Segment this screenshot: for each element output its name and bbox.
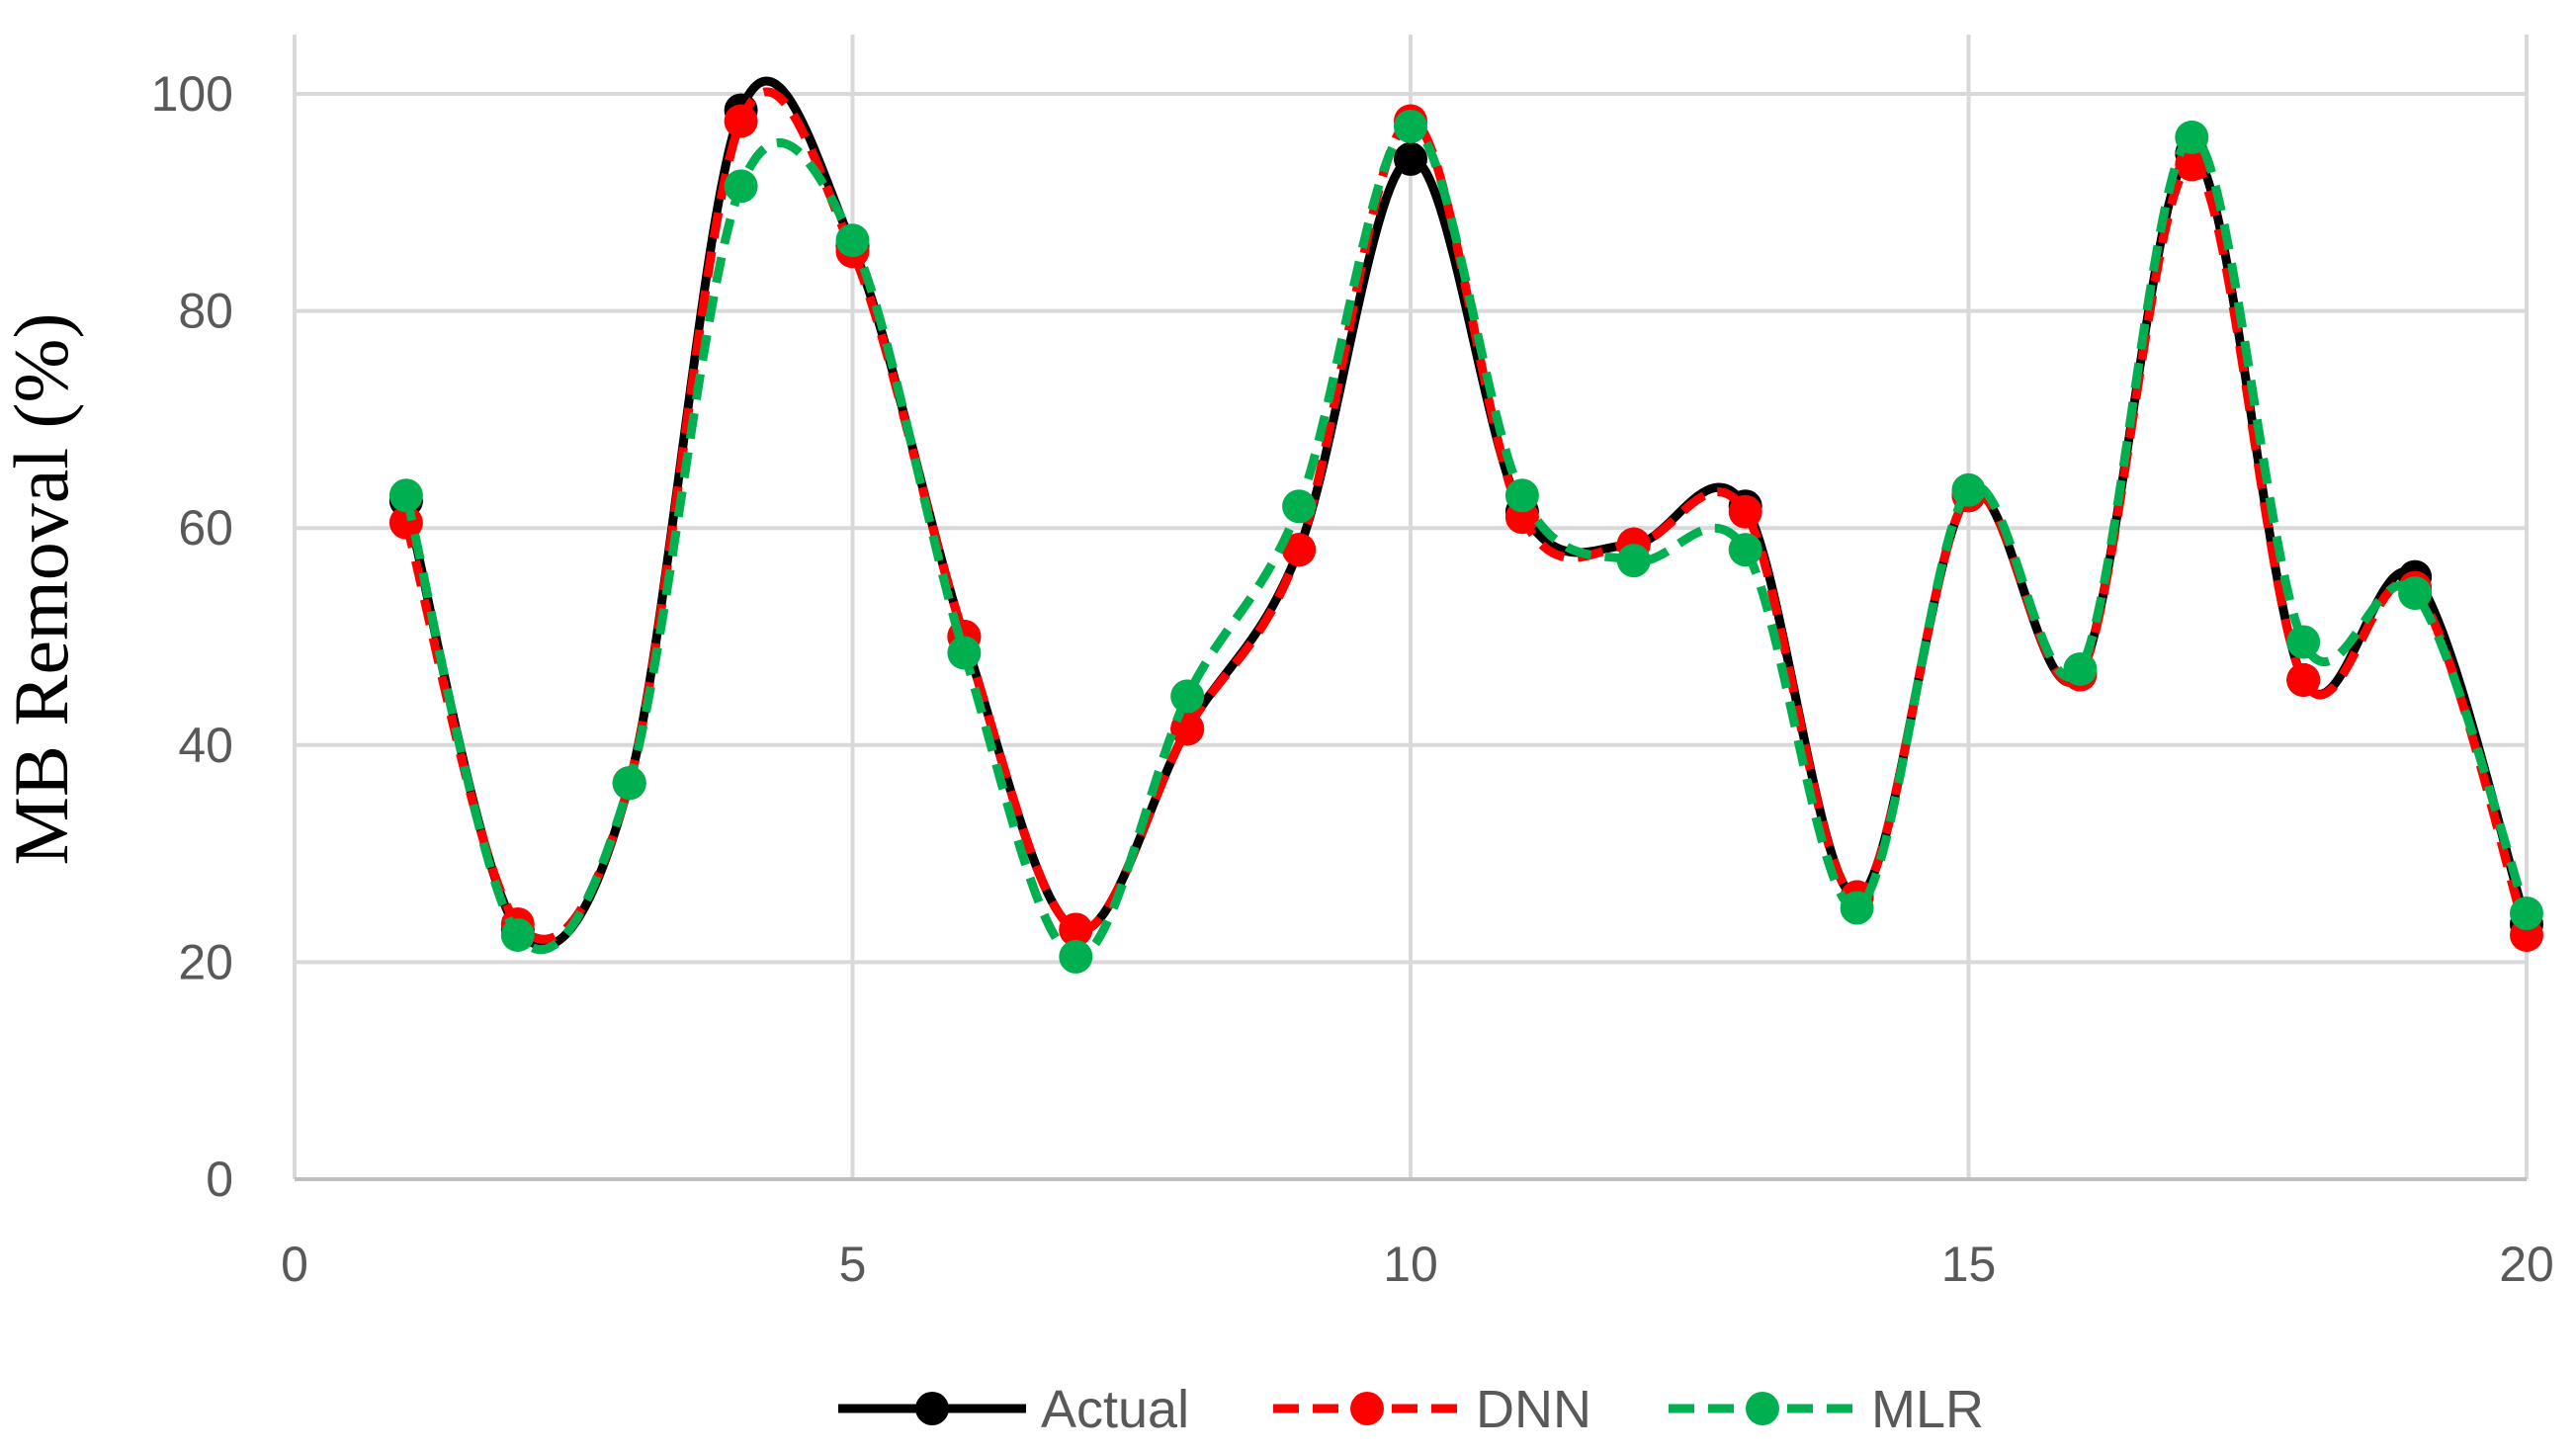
legend-label: Actual xyxy=(1041,1380,1189,1439)
y-tick-label: 100 xyxy=(151,66,233,122)
legend-marker xyxy=(1350,1392,1384,1425)
y-tick-label: 0 xyxy=(206,1152,233,1207)
series-layer xyxy=(388,76,2543,974)
data-point xyxy=(1170,679,1205,714)
x-tick-label: 0 xyxy=(281,1237,308,1292)
data-point xyxy=(2510,896,2543,930)
grid xyxy=(295,35,2529,1179)
data-point xyxy=(724,169,758,204)
series-line-dnn xyxy=(401,87,2532,944)
legend: Actual DNN MLR xyxy=(838,1380,1984,1439)
x-tick-label: 15 xyxy=(1941,1237,1997,1292)
data-point xyxy=(2063,651,2098,686)
x-tick-label: 20 xyxy=(2499,1237,2554,1292)
data-point xyxy=(835,223,870,258)
data-point xyxy=(1394,109,1427,143)
data-point xyxy=(2286,625,2321,659)
data-point xyxy=(2286,662,2321,697)
series-line-mlr xyxy=(401,122,2532,962)
data-point xyxy=(1728,533,1762,567)
data-point xyxy=(1840,891,1874,925)
series-line-actual xyxy=(401,76,2532,951)
x-tick-label: 5 xyxy=(839,1237,867,1292)
data-point xyxy=(947,636,982,670)
data-point xyxy=(388,478,423,513)
data-point xyxy=(1616,544,1651,578)
tick-labels: 0 20 40 60 80 100 0 5 10 15 20 xyxy=(151,66,2554,1292)
legend-item-dnn: DNN xyxy=(1273,1380,1591,1439)
data-point xyxy=(1728,494,1762,529)
data-point xyxy=(2175,120,2209,154)
x-tick-label: 10 xyxy=(1383,1237,1438,1292)
legend-marker xyxy=(915,1392,949,1425)
y-tick-label: 80 xyxy=(178,284,233,339)
legend-marker xyxy=(1746,1392,1779,1425)
data-point xyxy=(1282,489,1317,524)
data-point xyxy=(612,766,646,801)
y-tick-label: 20 xyxy=(178,934,233,989)
data-point xyxy=(1282,533,1317,567)
legend-item-actual: Actual xyxy=(838,1380,1189,1439)
legend-item-mlr: MLR xyxy=(1669,1380,1984,1439)
series-mlr xyxy=(388,109,2543,974)
y-tick-label: 60 xyxy=(178,500,233,556)
data-point xyxy=(1059,939,1093,974)
data-point xyxy=(500,917,535,952)
data-point xyxy=(2398,576,2433,611)
data-point xyxy=(1504,478,1539,513)
y-tick-label: 40 xyxy=(178,718,233,773)
data-point xyxy=(1951,472,1986,507)
legend-label: DNN xyxy=(1476,1380,1591,1439)
data-point xyxy=(724,104,758,138)
data-point xyxy=(1394,141,1427,176)
axes xyxy=(293,35,2527,1181)
data-point xyxy=(1059,912,1093,947)
y-axis-label: MB Removal (%) xyxy=(0,313,84,866)
legend-label: MLR xyxy=(1871,1380,1984,1439)
